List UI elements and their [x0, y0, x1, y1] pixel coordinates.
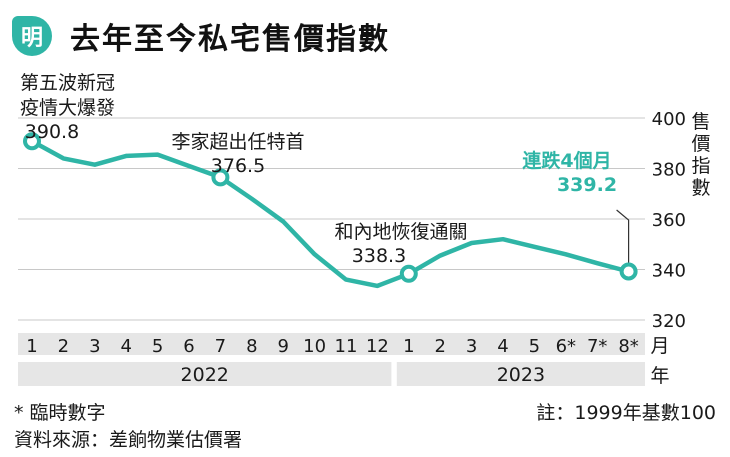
x-tick-label: 9: [277, 336, 288, 357]
y-axis-title-char: 指: [691, 155, 710, 177]
header: 明 去年至今私宅售價指數: [0, 0, 730, 62]
x-tick-label: 4: [497, 336, 508, 357]
x-tick-label: 5: [152, 336, 163, 357]
annotation-label: 第五波新冠: [20, 72, 115, 94]
x-tick-label: 2: [58, 336, 69, 357]
data-label: 390.8: [25, 121, 79, 143]
y-axis-title-char: 售: [691, 111, 710, 133]
annotation-label: 疫情大爆發: [20, 97, 115, 119]
x-tick-label: 7*: [587, 336, 607, 357]
provisional-note: * 臨時數字: [14, 402, 106, 424]
x-tick-label: 1: [26, 336, 37, 357]
x-tick-label: 8*: [618, 336, 638, 357]
chart-title: 去年至今私宅售價指數: [70, 22, 390, 57]
y-tick-label: 320: [652, 311, 686, 332]
x-tick-label: 5: [529, 336, 540, 357]
x-tick-label: 3: [466, 336, 477, 357]
y-tick-label: 360: [652, 210, 686, 231]
y-tick-label: 380: [652, 160, 686, 181]
x-tick-label: 12: [366, 336, 389, 357]
data-label: 376.5: [211, 155, 265, 177]
x-tick-label: 3: [89, 336, 100, 357]
brand-logo: 明: [12, 16, 52, 56]
year-band: [18, 362, 392, 386]
annotation-label: 連跌4個月: [522, 149, 611, 172]
data-label: 338.3: [352, 245, 406, 267]
x-tick-label: 2: [434, 336, 445, 357]
data-point-marker: [399, 264, 418, 283]
y-axis-title-char: 數: [691, 177, 710, 199]
year-band: [396, 362, 645, 386]
annotation-label: 和內地恢復通關: [334, 221, 467, 243]
y-tick-label: 400: [652, 109, 686, 130]
year-unit-label: 年: [650, 365, 669, 387]
x-tick-label: 8: [246, 336, 257, 357]
year-label: 2022: [181, 364, 229, 386]
series-line: [29, 138, 631, 289]
x-tick-label: 10: [303, 336, 326, 357]
leader-line: [616, 209, 630, 264]
x-tick-label: 1: [403, 336, 414, 357]
data-point-marker: [211, 168, 230, 187]
y-tick-label: 340: [652, 261, 686, 282]
year-label: 2023: [497, 364, 545, 386]
x-tick-label: 6*: [556, 336, 576, 357]
annotation-label: 李家超出任特首: [171, 131, 304, 153]
y-axis-title-char: 價: [691, 133, 710, 155]
x-tick-label: 11: [335, 336, 358, 357]
base-note: 註：1999年基數100: [536, 402, 716, 424]
data-point-marker: [23, 132, 41, 151]
x-axis-band: [18, 333, 645, 355]
x-tick-label: 6: [183, 336, 194, 357]
data-label: 339.2: [557, 174, 617, 196]
x-tick-label: 7: [215, 336, 226, 357]
source-note: 資料來源：差餉物業估價署: [14, 429, 243, 451]
data-point-marker: [619, 262, 638, 281]
brand-logo-char: 明: [20, 25, 43, 51]
x-unit-label: 月: [650, 335, 669, 357]
x-tick-label: 4: [120, 336, 131, 357]
